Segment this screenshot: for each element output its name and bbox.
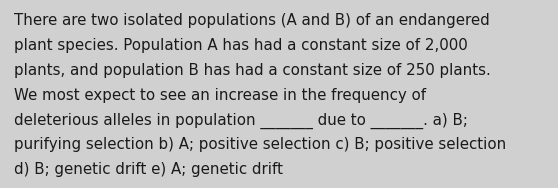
Text: We most expect to see an increase in the frequency of: We most expect to see an increase in the… [14,88,426,103]
Text: There are two isolated populations (A and B) of an endangered: There are two isolated populations (A an… [14,13,490,28]
Text: d) B; genetic drift e) A; genetic drift: d) B; genetic drift e) A; genetic drift [14,162,283,177]
Text: purifying selection b) A; positive selection c) B; positive selection: purifying selection b) A; positive selec… [14,137,506,152]
Text: plant species. Population A has had a constant size of 2,000: plant species. Population A has had a co… [14,38,468,53]
Text: deleterious alleles in population _______ due to _______. a) B;: deleterious alleles in population ______… [14,112,468,129]
Text: plants, and population B has had a constant size of 250 plants.: plants, and population B has had a const… [14,63,490,78]
